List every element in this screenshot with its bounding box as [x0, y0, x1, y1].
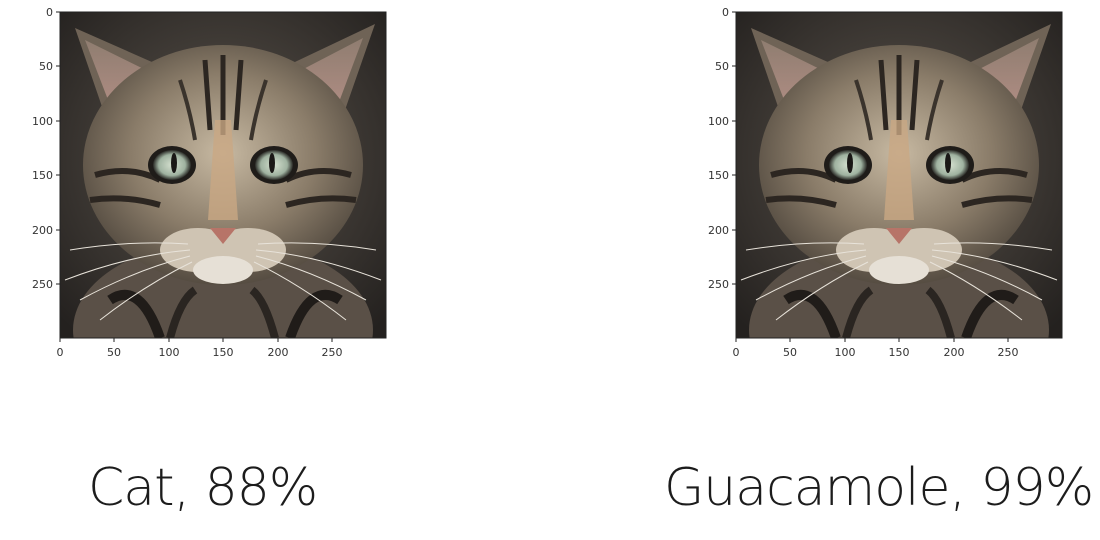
- caption-left: Cat, 88%: [88, 458, 318, 518]
- caption-right: Guacamole, 99%: [664, 458, 1094, 518]
- x-tick-label: 150: [213, 346, 234, 359]
- y-axis: [732, 11, 736, 285]
- x-tick-label: 200: [944, 346, 965, 359]
- x-tick-label: 200: [268, 346, 289, 359]
- x-tick-label: 100: [159, 346, 180, 359]
- y-tick-label: 50: [715, 60, 729, 73]
- y-tick-label: 0: [722, 6, 729, 19]
- x-tick-label: 50: [107, 346, 121, 359]
- x-axis: [735, 338, 1009, 342]
- y-tick-label: 200: [32, 224, 53, 237]
- x-tick-label: 150: [889, 346, 910, 359]
- y-tick-label: 0: [46, 6, 53, 19]
- x-tick-label: 0: [57, 346, 64, 359]
- y-axis: [56, 11, 60, 285]
- y-tick-label: 250: [708, 278, 729, 291]
- plot-axes: 0 50 100 150 200 250 0 50 100 150 200 25…: [32, 6, 387, 359]
- y-tick-label: 250: [32, 278, 53, 291]
- y-tick-label: 100: [32, 115, 53, 128]
- y-tick-label: 50: [39, 60, 53, 73]
- x-tick-label: 250: [998, 346, 1019, 359]
- y-tick-label: 150: [32, 169, 53, 182]
- x-tick-label: 0: [733, 346, 740, 359]
- y-tick-label: 100: [708, 115, 729, 128]
- cat-photo: [60, 12, 386, 338]
- image-panel-left: 0 50 100 150 200 250 0 50 100 150 200 25…: [20, 0, 387, 370]
- image-panel-right: 0 50 100 150 200 250 0 50 100 150 200 25…: [696, 0, 1063, 370]
- cat-photo: [736, 12, 1062, 338]
- x-tick-label: 100: [835, 346, 856, 359]
- plot-axes: 0 50 100 150 200 250 0 50 100 150 200 25…: [708, 6, 1063, 359]
- y-tick-label: 200: [708, 224, 729, 237]
- y-tick-label: 150: [708, 169, 729, 182]
- x-axis: [59, 338, 333, 342]
- x-tick-label: 50: [783, 346, 797, 359]
- x-tick-label: 250: [322, 346, 343, 359]
